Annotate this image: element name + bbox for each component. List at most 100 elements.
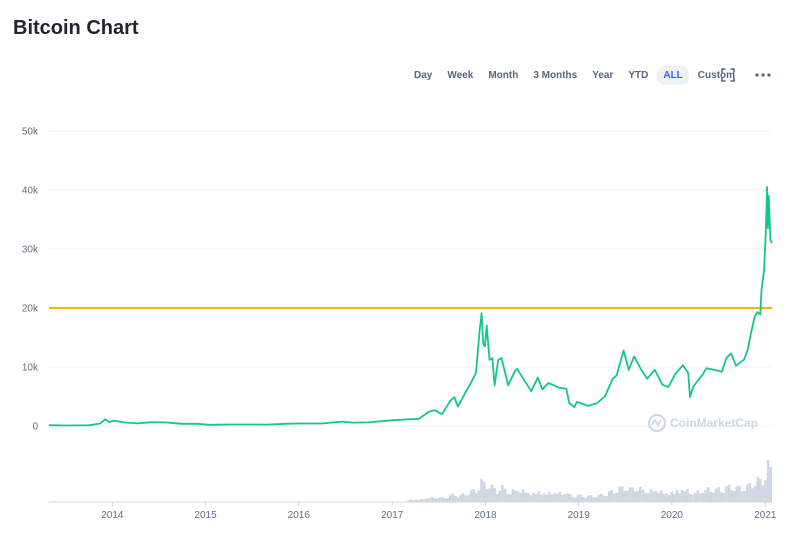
volume-bar: [751, 488, 754, 502]
x-tick-label: 2015: [194, 510, 217, 521]
volume-bar: [704, 489, 707, 502]
volume-bar: [516, 491, 520, 502]
volume-bar: [600, 493, 603, 502]
volume-bar: [425, 498, 429, 502]
volume-bar: [654, 491, 658, 502]
volume-bar: [652, 491, 655, 502]
more-dots-icon[interactable]: [754, 66, 772, 84]
x-tick-label: 2020: [661, 510, 684, 521]
volume-bar: [485, 489, 489, 502]
y-tick-label: 50k: [22, 127, 39, 138]
volume-bar: [469, 490, 473, 502]
y-axis: 0 10k 20k 30k 40k 50k: [22, 127, 39, 433]
volume-bar: [477, 490, 481, 502]
x-tick-label: 2017: [381, 510, 404, 521]
volume-bar: [482, 481, 486, 502]
volume-bar: [764, 480, 767, 502]
volume-bar: [602, 496, 606, 502]
x-axis: 2014 2015 2016 2017 2018 2019 2020 2021: [101, 502, 777, 521]
volume-bar: [459, 494, 462, 502]
y-tick-label: 30k: [22, 245, 39, 256]
volume-bar: [714, 488, 718, 502]
volume-bar: [540, 494, 543, 502]
volume-bar: [605, 495, 608, 502]
volume-bar: [670, 491, 673, 502]
volume-bar: [420, 498, 423, 502]
volume-bar: [534, 494, 538, 502]
volume-bar: [441, 497, 444, 502]
x-tick-label: 2014: [101, 510, 124, 521]
grid-lines: [49, 130, 772, 427]
range-month-button[interactable]: Month: [488, 69, 519, 81]
volume-bar: [433, 498, 436, 502]
range-3-months-button[interactable]: 3 Months: [533, 69, 578, 81]
volume-bar: [430, 496, 434, 502]
range-week-button[interactable]: Week: [447, 69, 474, 81]
range-year-button[interactable]: Year: [592, 69, 614, 81]
volume-bar: [665, 493, 668, 502]
volume-bar: [766, 459, 770, 502]
volume-bar: [548, 491, 551, 502]
volume-bar: [415, 499, 418, 502]
volume-bar: [545, 494, 548, 502]
y-tick-label: 40k: [22, 186, 39, 197]
volume-bar: [537, 491, 541, 502]
x-tick-label: 2019: [568, 510, 591, 521]
volume-bar: [633, 491, 637, 502]
volume-bar: [566, 493, 569, 502]
volume-bar: [660, 490, 663, 502]
volume-bar: [508, 494, 512, 502]
volume-bar: [409, 499, 413, 502]
volume-bar: [717, 487, 720, 502]
volume-bar: [542, 493, 546, 502]
x-tick-label: 2016: [288, 510, 311, 521]
volume-bar: [581, 497, 585, 502]
volume-bar: [555, 493, 559, 502]
volume-bar: [683, 491, 686, 502]
volume-bar: [584, 497, 587, 502]
volume-bar: [618, 487, 621, 502]
volume-bar: [667, 495, 671, 502]
range-day-button[interactable]: Day: [414, 69, 433, 81]
volume-bar: [514, 490, 517, 502]
volume-bar: [620, 486, 624, 502]
price-series-line: [48, 186, 773, 427]
volume-bar: [680, 490, 684, 502]
volume-bar: [615, 492, 619, 502]
volume-bar: [594, 497, 598, 502]
volume-bar: [558, 491, 561, 502]
page-title: Bitcoin Chart: [13, 17, 139, 39]
volume-bar: [597, 494, 601, 502]
range-ytd-button[interactable]: YTD: [628, 69, 649, 81]
volume-bar: [732, 491, 736, 502]
range-all-button[interactable]: ALL: [657, 65, 689, 85]
volume-bar: [495, 494, 499, 502]
watermark-text: CoinMarketCap: [670, 416, 758, 430]
volume-bar: [753, 485, 757, 502]
volume-bar: [436, 498, 439, 502]
volume-bar: [490, 484, 494, 502]
volume-bar: [576, 495, 580, 502]
range-custom-button[interactable]: Custom: [697, 69, 736, 81]
volume-bar: [592, 497, 595, 502]
fullscreen-icon[interactable]: [719, 66, 737, 84]
volume-bar: [524, 492, 528, 502]
volume-bar: [511, 489, 515, 502]
volume-bar: [701, 492, 705, 502]
volume-bar: [727, 484, 731, 502]
volume-bar: [748, 483, 752, 502]
volume-bar: [613, 493, 616, 502]
volume-bar: [675, 490, 679, 502]
volume-bar: [472, 489, 475, 502]
volume-bar: [740, 491, 744, 502]
volume-bar: [519, 492, 522, 502]
volume-bar: [631, 487, 634, 502]
volume-bar: [738, 486, 741, 502]
volume-bar: [644, 492, 647, 502]
volume-bar: [699, 493, 702, 502]
volume-bar: [412, 500, 416, 502]
volume-bar: [607, 491, 611, 502]
volume-bar: [706, 487, 710, 502]
volume-bar: [568, 494, 572, 502]
